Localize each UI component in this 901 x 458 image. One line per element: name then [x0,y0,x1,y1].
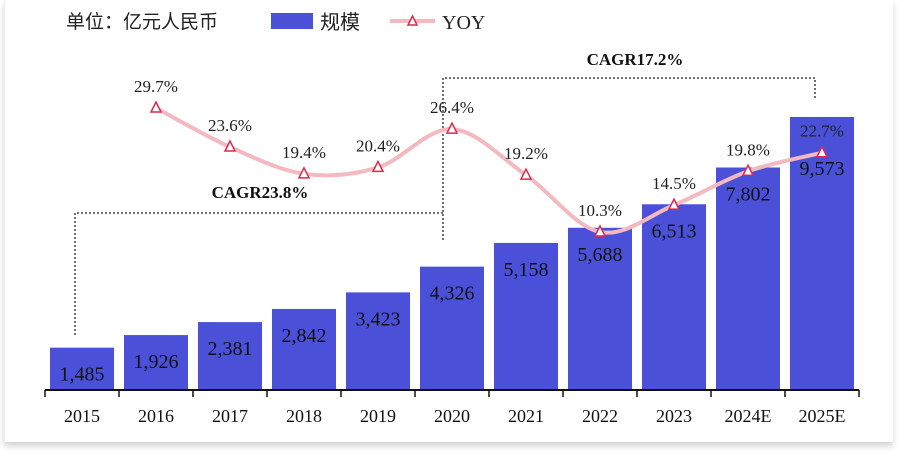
bar-2025E [790,117,854,390]
x-tick-label: 2023 [656,406,692,426]
bar-value-label: 3,423 [356,308,401,330]
yoy-label: 10.3% [578,201,622,220]
bar-value-label: 6,513 [652,220,697,242]
x-tick-label: 2020 [434,406,470,426]
bar-value-label: 9,573 [800,158,845,180]
x-tick-label: 2018 [286,406,322,426]
x-tick-label: 2021 [508,406,544,426]
yoy-marker [815,145,829,158]
legend-triangle-icon [406,14,419,26]
yoy-line [155,106,823,235]
x-tick-label: 2022 [582,406,618,426]
bar-value-label: 7,802 [726,184,771,206]
bar-2023 [642,204,706,390]
cagr-label-1: CAGR23.8% [212,183,309,202]
yoy-label: 22.7% [800,122,844,141]
yoy-marker [593,224,607,237]
bar-2017 [198,322,262,390]
yoy-marker [223,139,237,152]
yoy-label: 14.5% [652,174,696,193]
yoy-marker [741,163,755,177]
bar-value-label: 5,158 [504,259,549,281]
x-tick-label: 2016 [138,406,174,426]
bar-value-label: 5,688 [578,244,623,266]
bar-2019 [346,292,410,390]
bar-value-label: 2,842 [282,325,327,347]
legend-line-label: YOY [442,12,485,34]
cagr-bracket-2 [442,77,816,240]
x-tick-label: 2017 [212,406,248,426]
bar-2016 [124,335,188,390]
bar-2022 [568,227,632,390]
yoy-marker [519,167,533,180]
bar-value-label: 2,381 [208,338,253,360]
bar-2021 [494,242,558,390]
yoy-label: 19.4% [282,143,326,162]
x-tick-label: 2025E [799,406,846,426]
legend-bar-swatch [271,13,313,29]
cagr-bracket-1 [74,212,443,335]
yoy-marker [667,197,681,210]
legend-bar-label: 规模 [320,11,360,34]
yoy-marker [297,166,311,179]
yoy-label: 23.6% [208,116,252,135]
x-tick-label: 2019 [360,406,396,426]
cagr-label-2: CAGR17.2% [587,50,684,69]
yoy-label: 20.4% [356,136,400,155]
bar-2015 [50,347,114,390]
bar-value-label: 1,926 [134,351,179,373]
yoy-label: 19.2% [504,144,548,163]
yoy-label: 29.7% [134,77,178,96]
bar-2024E [716,167,780,390]
x-tick-label: 2015 [64,406,100,426]
yoy-label: 26.4% [430,98,474,117]
yoy-marker [149,100,163,113]
x-tick-label: 2024E [725,406,772,426]
yoy-marker [445,121,459,134]
yoy-marker [371,159,385,173]
bar-value-label: 4,326 [430,283,475,305]
unit-label: 单位：亿元人民币 [66,11,218,33]
bar-value-label: 1,485 [60,364,105,386]
yoy-label: 19.8% [726,140,770,159]
bar-2018 [272,308,336,390]
bar-2020 [420,266,484,390]
